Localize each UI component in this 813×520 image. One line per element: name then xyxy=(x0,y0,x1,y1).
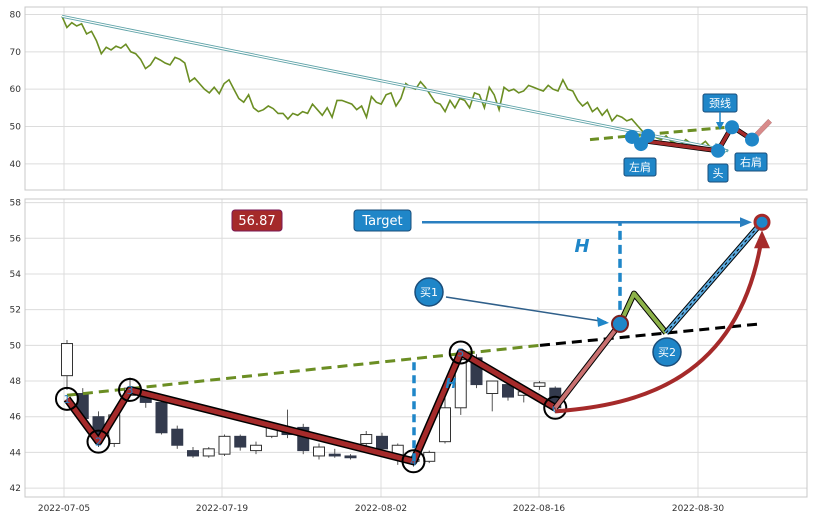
h-label-small: H xyxy=(446,377,457,392)
candle-up xyxy=(313,446,325,457)
bottom-y-tick-label: 46 xyxy=(10,413,22,423)
bottom-y-tick-label: 58 xyxy=(10,199,22,209)
bottom-y-tick-label: 44 xyxy=(10,448,22,458)
pattern-point-circle xyxy=(401,449,426,474)
pattern-dot xyxy=(711,143,725,158)
candle-down xyxy=(328,453,341,457)
buy1-dot xyxy=(611,314,629,333)
top-y-tick-label: 70 xyxy=(10,48,22,58)
price-line xyxy=(61,15,726,154)
candle-up xyxy=(250,444,262,452)
buy1-bubble xyxy=(414,277,444,307)
target-curve-arrow-head xyxy=(754,230,770,249)
top-neckline xyxy=(589,125,736,142)
top-y-tick-label: 40 xyxy=(10,160,22,170)
pattern-point-circle xyxy=(55,386,79,411)
bottom-y-tick-label: 42 xyxy=(10,484,21,494)
top-panel: 40 50 60 70 80 左肩头 颈线右肩 xyxy=(10,6,808,191)
pattern-point-label: 6 xyxy=(552,402,559,415)
candle-up xyxy=(533,382,546,387)
label-right-shoulder-bg xyxy=(734,152,768,172)
bottom-y-tick-label: 56 xyxy=(10,234,22,244)
bottom-frame xyxy=(24,198,808,498)
candle-up xyxy=(486,380,499,395)
target-arrow-head xyxy=(740,217,752,228)
pattern-point-circle xyxy=(118,377,142,402)
label-left-shoulder-bg xyxy=(623,157,657,177)
buy1-label: 买1 xyxy=(420,286,438,299)
bottom-y-tick-label: 54 xyxy=(10,270,22,280)
breakout-line xyxy=(553,322,622,410)
trend-arrow-inner xyxy=(61,15,729,152)
bottom-y-tick-label: 50 xyxy=(10,341,22,351)
pattern-point-label: 3 xyxy=(127,384,134,397)
buy2-bubble xyxy=(652,337,682,367)
candle-down xyxy=(234,435,247,448)
top-frame xyxy=(24,6,808,191)
candle-down xyxy=(344,455,357,459)
pullback-line xyxy=(618,291,668,335)
candle-up xyxy=(360,434,373,444)
target-curve-arrow xyxy=(555,235,764,414)
pattern-point-circle xyxy=(86,429,111,454)
candle-up xyxy=(218,435,231,455)
candle-up xyxy=(61,343,73,377)
buy1-pointer xyxy=(445,296,607,323)
current-price-bg xyxy=(231,209,283,232)
target-badge-bg xyxy=(353,209,412,232)
pattern-point-label: 4 xyxy=(410,455,417,468)
top-y-tick-label: 60 xyxy=(10,85,22,95)
bottom-y-tick-label: 52 xyxy=(10,306,21,316)
neckline-pointer-head xyxy=(716,122,724,130)
label-right-shoulder: 右肩 xyxy=(740,155,762,169)
target-badge-label: Target xyxy=(361,214,402,229)
x-tick-label: 2022-07-19 xyxy=(196,504,249,514)
pattern-dot xyxy=(725,120,739,135)
pattern-point-label: 5 xyxy=(457,346,464,359)
label-neckline: 颈线 xyxy=(709,96,731,110)
x-tick-label: 2022-08-16 xyxy=(513,504,566,514)
pattern-point-label: 2 xyxy=(95,436,102,449)
bottom-y-tick-label: 48 xyxy=(10,377,22,387)
candle-down xyxy=(155,401,168,434)
x-axis: 2022-07-05 2022-07-19 2022-08-02 2022-08-16… xyxy=(38,504,725,514)
pattern-point-label: 1 xyxy=(64,393,71,406)
label-left-shoulder: 左肩 xyxy=(629,160,651,174)
forecast-neckline xyxy=(539,322,761,347)
h-label: H xyxy=(574,236,589,257)
pattern-point-circle xyxy=(448,340,473,365)
buy1-pointer-head xyxy=(597,316,609,327)
label-head-bg xyxy=(707,163,729,183)
rally-dash xyxy=(665,221,763,334)
candle-up xyxy=(202,448,215,457)
current-price-label: 56.87 xyxy=(238,214,275,229)
candle-down xyxy=(376,435,388,450)
pattern-dot xyxy=(641,128,655,143)
buy2-label: 买2 xyxy=(658,346,676,359)
top-y-tick-label: 80 xyxy=(10,10,22,20)
top-y-tick-label: 50 xyxy=(10,123,22,133)
x-tick-label: 2022-08-02 xyxy=(355,504,407,514)
pattern-point-circle xyxy=(543,395,568,420)
label-head: 头 xyxy=(713,167,724,180)
candle-down xyxy=(187,450,199,457)
target-dot xyxy=(753,213,771,231)
pattern-dot xyxy=(745,132,759,147)
x-tick-label: 2022-08-30 xyxy=(672,504,725,514)
pattern-line xyxy=(64,349,557,464)
x-tick-label: 2022-07-05 xyxy=(38,504,90,514)
candle-down xyxy=(171,428,184,446)
candle-up xyxy=(439,407,451,443)
